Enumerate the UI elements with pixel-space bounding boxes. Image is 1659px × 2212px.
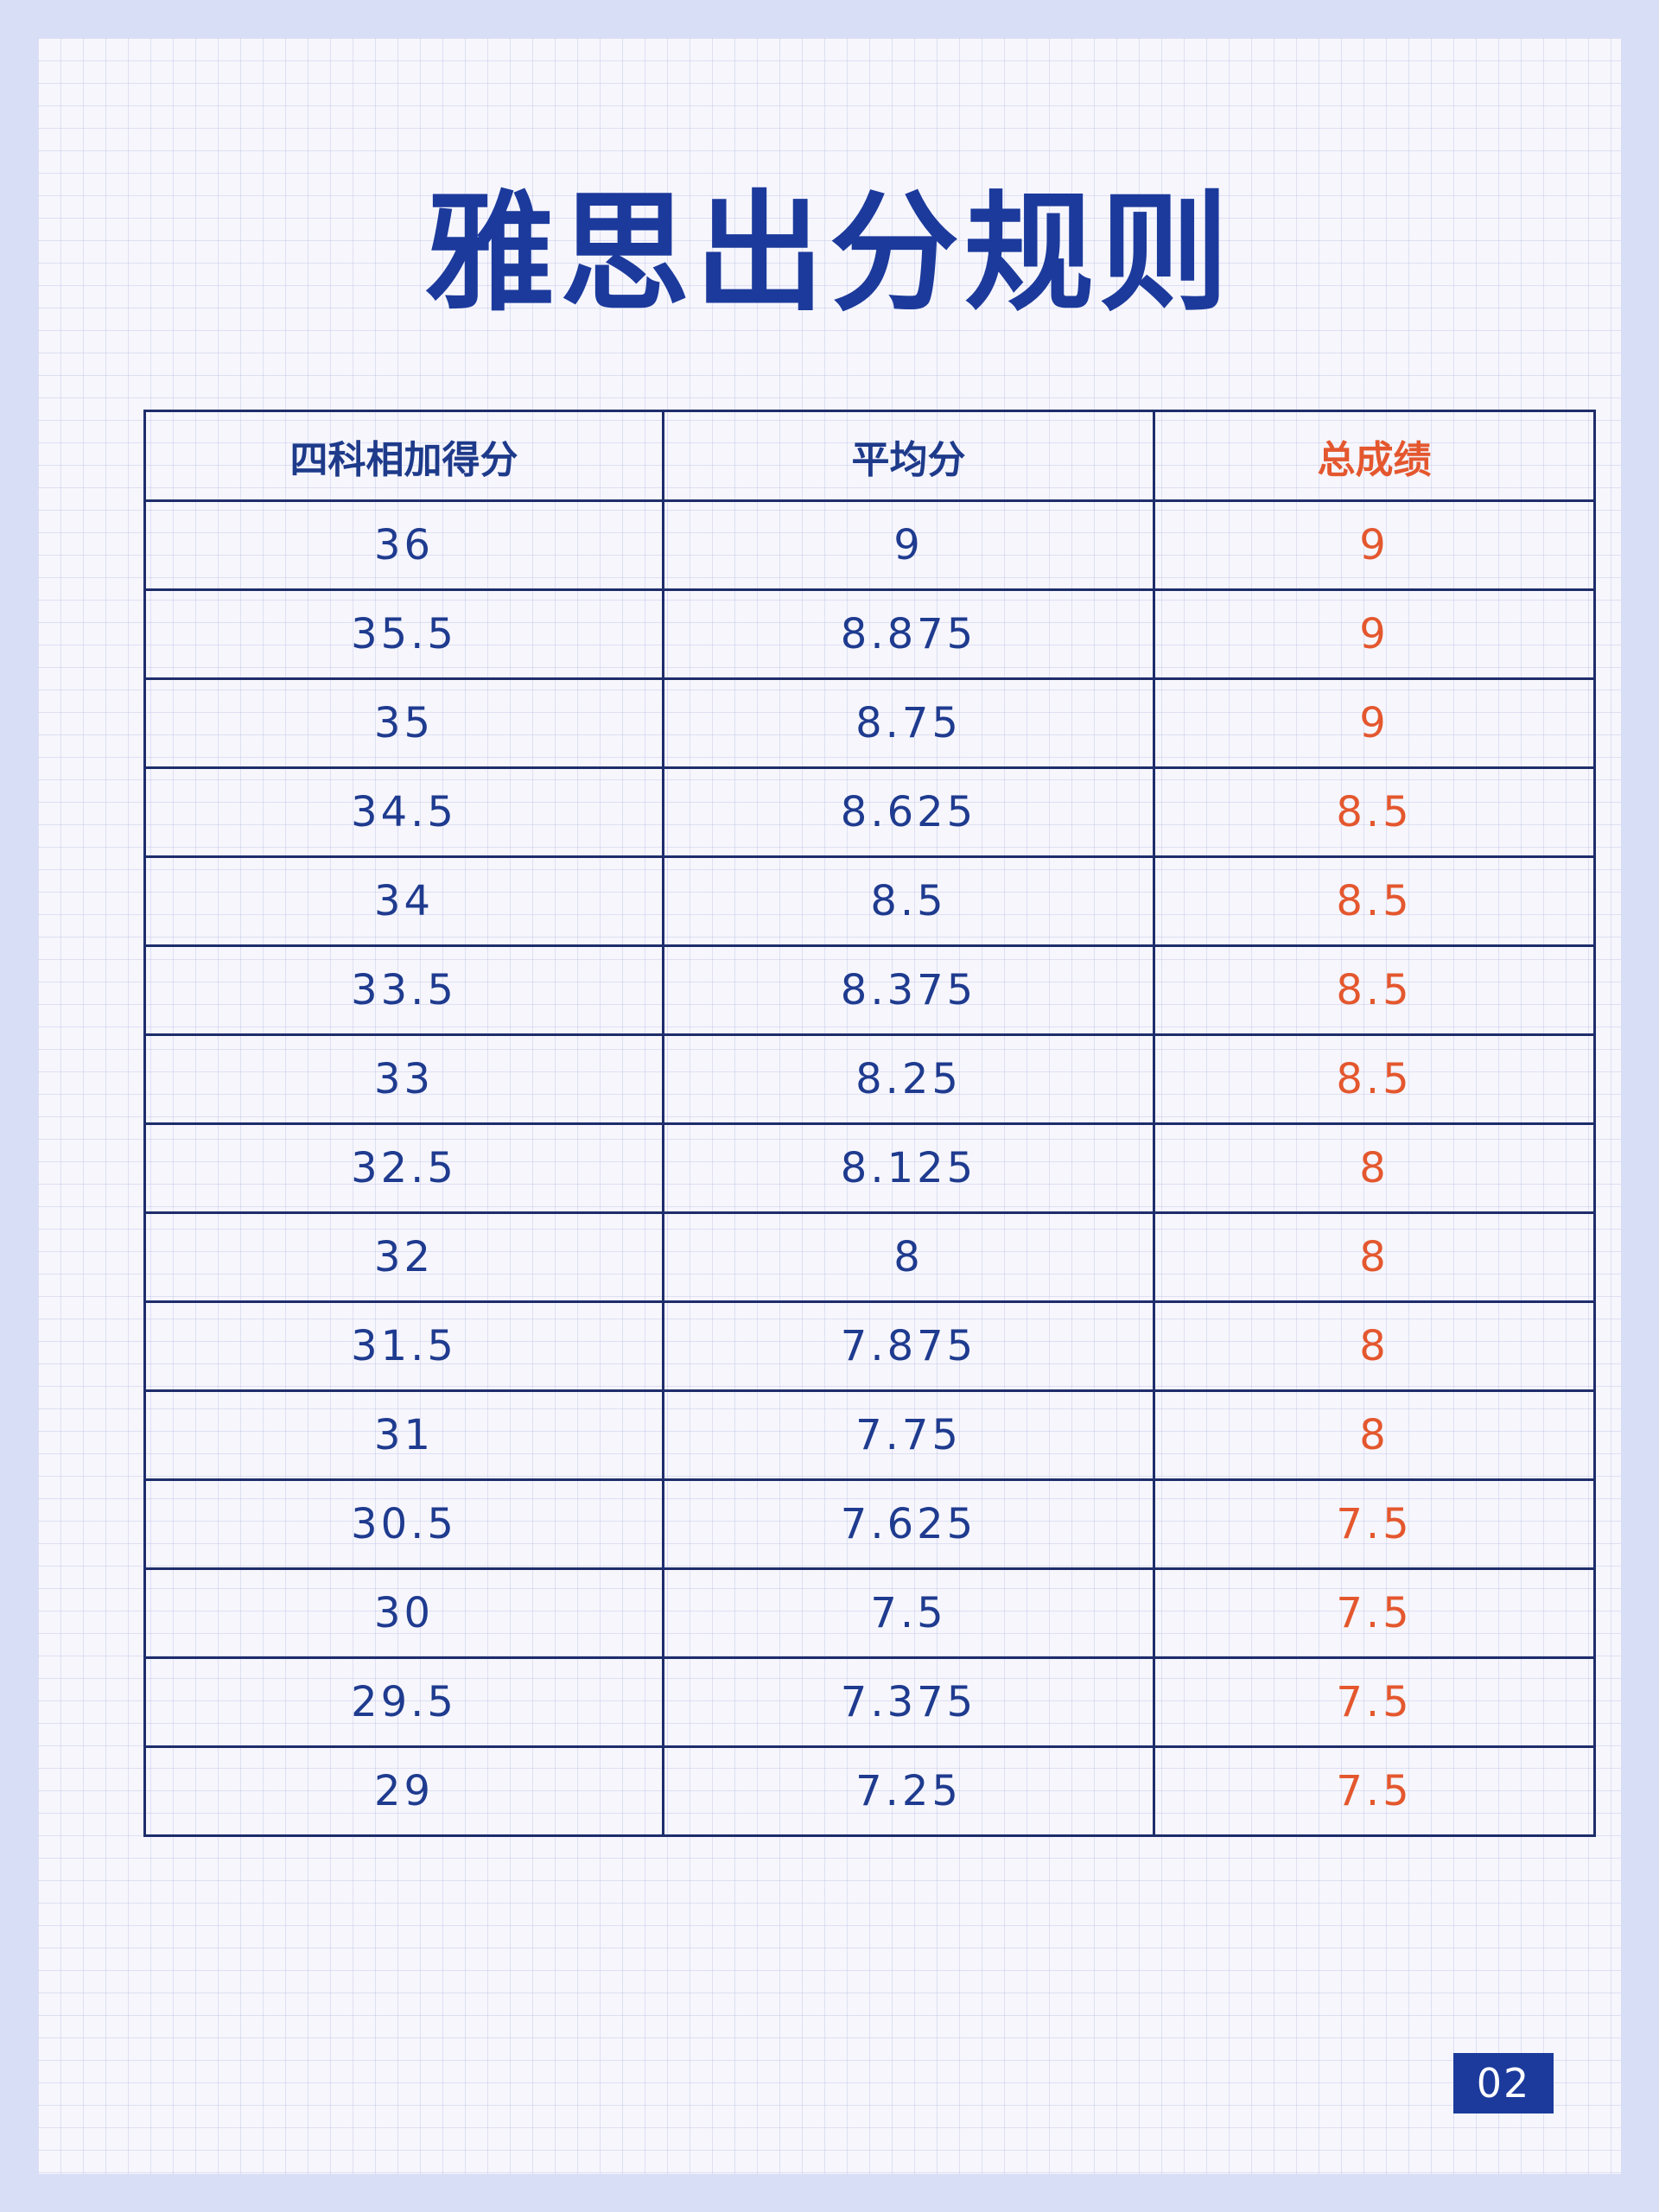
average-cell: 7.5 (662, 1567, 1155, 1659)
table-row: 34 8.5 8.5 (143, 855, 1596, 947)
sum-cell: 29.5 (143, 1656, 664, 1748)
average-cell: 7.25 (662, 1745, 1155, 1837)
header-four-subject-sum: 四科相加得分 (143, 410, 664, 502)
average-cell: 7.625 (662, 1478, 1155, 1570)
sum-cell: 33.5 (143, 944, 664, 1036)
sum-cell: 33 (143, 1033, 664, 1125)
table-row: 31 7.75 8 (143, 1389, 1596, 1481)
average-cell: 9 (662, 499, 1155, 591)
table-row: 31.5 7.875 8 (143, 1300, 1596, 1392)
table-row: 32 8 8 (143, 1211, 1596, 1303)
average-cell: 8.625 (662, 766, 1155, 858)
band-cell: 8.5 (1153, 944, 1596, 1036)
sum-cell: 31.5 (143, 1300, 664, 1392)
page-number-badge: 02 (1453, 2053, 1554, 2113)
table-row: 35 8.75 9 (143, 677, 1596, 769)
sum-cell: 34 (143, 855, 664, 947)
page-title: 雅思出分规则 (424, 179, 1234, 329)
average-cell: 8 (662, 1211, 1155, 1303)
table-row: 30 7.5 7.5 (143, 1567, 1596, 1659)
band-cell: 9 (1153, 499, 1596, 591)
page-sheet: 雅思出分规则 四科相加得分 平均分 总成绩 36 9 9 35.5 8.875 … (38, 38, 1621, 2174)
band-cell: 7.5 (1153, 1567, 1596, 1659)
table-row: 33.5 8.375 8.5 (143, 944, 1596, 1036)
band-cell: 8 (1153, 1122, 1596, 1214)
table-row: 36 9 9 (143, 499, 1596, 591)
band-cell: 8.5 (1153, 1033, 1596, 1125)
header-overall-band: 总成绩 (1153, 410, 1596, 502)
average-cell: 8.375 (662, 944, 1155, 1036)
band-cell: 9 (1153, 588, 1596, 680)
band-cell: 9 (1153, 677, 1596, 769)
table-header-row: 四科相加得分 平均分 总成绩 (143, 410, 1596, 502)
sum-cell: 29 (143, 1745, 664, 1837)
sum-cell: 30 (143, 1567, 664, 1659)
table-row: 34.5 8.625 8.5 (143, 766, 1596, 858)
table-row: 32.5 8.125 8 (143, 1122, 1596, 1214)
table-row: 30.5 7.625 7.5 (143, 1478, 1596, 1570)
average-cell: 7.75 (662, 1389, 1155, 1481)
band-cell: 8 (1153, 1389, 1596, 1481)
table-row: 35.5 8.875 9 (143, 588, 1596, 680)
sum-cell: 35 (143, 677, 664, 769)
average-cell: 7.375 (662, 1656, 1155, 1748)
band-cell: 8.5 (1153, 766, 1596, 858)
band-cell: 7.5 (1153, 1478, 1596, 1570)
table-row: 33 8.25 8.5 (143, 1033, 1596, 1125)
sum-cell: 31 (143, 1389, 664, 1481)
table-row: 29.5 7.375 7.5 (143, 1656, 1596, 1748)
band-cell: 8 (1153, 1300, 1596, 1392)
table-row: 29 7.25 7.5 (143, 1745, 1596, 1837)
average-cell: 8.125 (662, 1122, 1155, 1214)
sum-cell: 30.5 (143, 1478, 664, 1570)
sum-cell: 32.5 (143, 1122, 664, 1214)
average-cell: 8.875 (662, 588, 1155, 680)
average-cell: 8.25 (662, 1033, 1155, 1125)
band-cell: 8.5 (1153, 855, 1596, 947)
average-cell: 8.5 (662, 855, 1155, 947)
band-cell: 7.5 (1153, 1745, 1596, 1837)
band-cell: 7.5 (1153, 1656, 1596, 1748)
sum-cell: 34.5 (143, 766, 664, 858)
band-cell: 8 (1153, 1211, 1596, 1303)
header-average-score: 平均分 (662, 410, 1155, 502)
score-table: 四科相加得分 平均分 总成绩 36 9 9 35.5 8.875 9 35 8.… (143, 410, 1596, 1837)
sum-cell: 35.5 (143, 588, 664, 680)
average-cell: 8.75 (662, 677, 1155, 769)
average-cell: 7.875 (662, 1300, 1155, 1392)
sum-cell: 36 (143, 499, 664, 591)
sum-cell: 32 (143, 1211, 664, 1303)
